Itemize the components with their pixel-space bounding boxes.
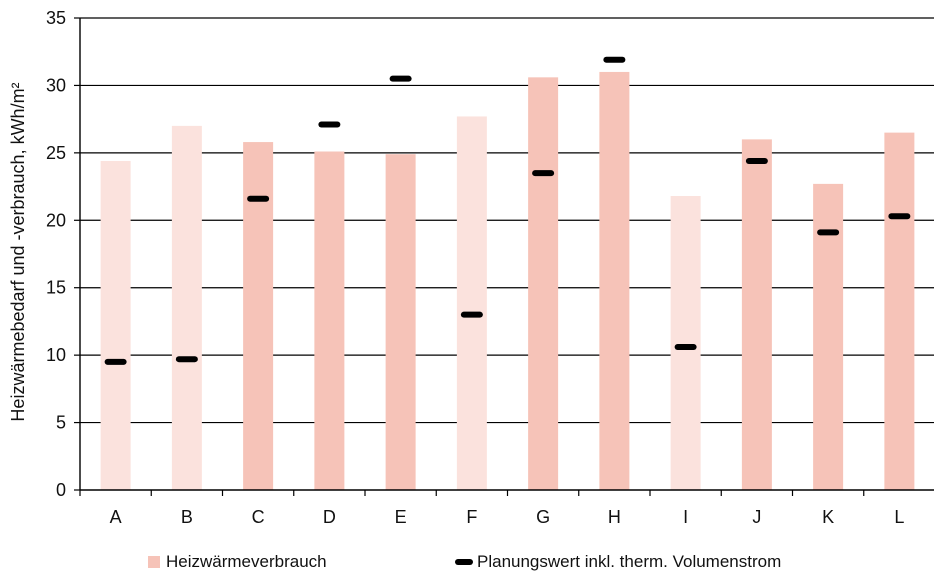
y-tick-label: 5 — [56, 413, 66, 433]
planning-marker — [247, 195, 270, 202]
bar — [314, 151, 345, 490]
planning-marker — [745, 157, 768, 164]
legend-label-consumption: Heizwärmeverbrauch — [166, 552, 327, 571]
x-tick-label: H — [608, 507, 621, 527]
planning-marker — [104, 358, 127, 365]
x-tick-label: K — [822, 507, 834, 527]
y-tick-label: 15 — [46, 278, 66, 298]
planning-marker — [674, 344, 697, 351]
planning-marker — [460, 311, 483, 318]
x-tick-label: C — [252, 507, 265, 527]
planning-marker — [175, 356, 198, 363]
x-tick-label: J — [752, 507, 761, 527]
x-tick-label: A — [110, 507, 122, 527]
planning-marker — [817, 229, 840, 236]
x-tick-label: B — [181, 507, 193, 527]
axes: 0 5 10 15 20 25 30 35 A B C D E F G H I J K L — [46, 8, 934, 527]
planning-marker — [603, 56, 626, 63]
bar — [171, 125, 202, 490]
x-tick-label: D — [323, 507, 336, 527]
y-tick-label: 10 — [46, 345, 66, 365]
bar — [456, 116, 487, 491]
bar — [528, 77, 559, 490]
bar — [100, 160, 131, 490]
bar — [243, 142, 274, 490]
y-axis-label: Heizwärmebedarf und -verbrauch, kWh/m² — [8, 82, 28, 421]
x-tick-label: E — [395, 507, 407, 527]
x-tick-label: I — [683, 507, 688, 527]
x-tick-label: G — [536, 507, 550, 527]
x-tick-label: L — [894, 507, 904, 527]
bars — [100, 71, 915, 491]
gridlines — [80, 17, 934, 424]
bar — [884, 132, 915, 490]
bar — [741, 139, 772, 490]
bar — [670, 196, 701, 491]
y-tick-label: 35 — [46, 8, 66, 28]
planning-marker — [532, 170, 555, 177]
legend-item-planning: Planungswert inkl. therm. Volumenstrom — [455, 552, 781, 572]
y-tick-label: 0 — [56, 480, 66, 500]
bar — [599, 71, 630, 490]
legend-label-planning: Planungswert inkl. therm. Volumenstrom — [477, 552, 782, 571]
y-tick-label: 20 — [46, 210, 66, 230]
y-tick-label: 25 — [46, 143, 66, 163]
chart: 0 5 10 15 20 25 30 35 A B C D E F G H I J K L Heizwärmebeda… — [8, 8, 934, 527]
legend-swatch-planning — [455, 559, 473, 565]
legend-swatch-consumption — [148, 556, 160, 568]
bar — [385, 154, 416, 490]
x-tick-label: F — [466, 507, 477, 527]
y-tick-label: 30 — [46, 75, 66, 95]
legend-item-consumption: Heizwärmeverbrauch — [148, 552, 327, 572]
planning-marker — [888, 213, 911, 220]
planning-markers — [104, 56, 911, 365]
legend: Heizwärmeverbrauch Planungswert inkl. th… — [0, 552, 934, 578]
planning-marker — [389, 75, 412, 82]
planning-marker — [318, 121, 341, 128]
